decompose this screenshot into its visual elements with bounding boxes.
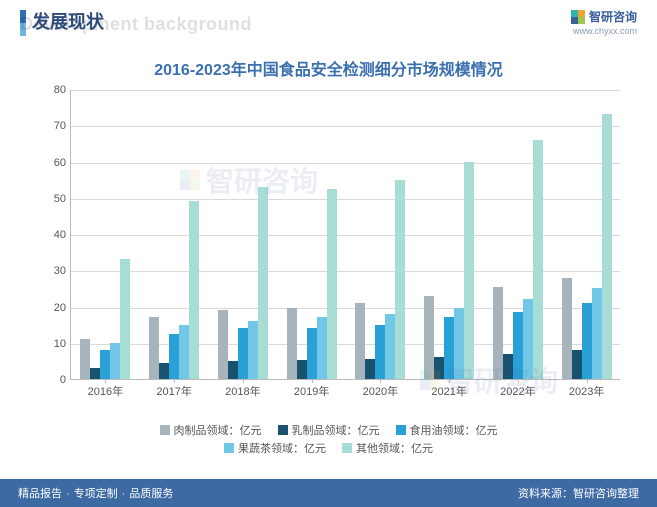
y-tick-label: 10 (40, 338, 66, 350)
brand-logo-icon (571, 10, 585, 24)
chart-title: 2016-2023年中国食品安全检测细分市场规模情况 (0, 56, 657, 80)
chart-bar (365, 359, 375, 379)
legend-item: 其他领域：亿元 (342, 440, 433, 456)
footer-tag: 专项定制 (74, 488, 118, 500)
x-tick-label: 2019年 (294, 383, 329, 399)
chart-bar (533, 140, 543, 379)
chart-bar (287, 308, 297, 379)
footer-right: 资料来源：智研咨询整理 (518, 485, 639, 501)
chart-bar (375, 325, 385, 379)
chart-bar (317, 317, 327, 379)
chart-bar (248, 321, 258, 379)
y-tick-label: 60 (40, 157, 66, 169)
chart-bar (297, 360, 307, 379)
chart-plot: 2016年2017年2018年2019年2020年2021年2022年2023年 (70, 90, 620, 380)
chart-bar (493, 287, 503, 379)
chart-bar (444, 317, 454, 379)
chart-legend: 肉制品领域：亿元 乳制品领域：亿元 食用油领域：亿元果蔬茶领域：亿元 其他领域：亿元 (0, 420, 657, 456)
chart-bar (513, 312, 523, 379)
chart-bar (503, 354, 513, 379)
chart-bar (385, 314, 395, 379)
footer-tag: 品质服务 (129, 488, 173, 500)
chart-bar (149, 317, 159, 379)
legend-label: 乳制品领域：亿元 (292, 425, 380, 437)
legend-swatch-icon (342, 443, 352, 453)
brand-url: www.chyxx.com (571, 26, 637, 36)
footer-left: 精品报告·专项定制·品质服务 (18, 485, 173, 501)
chart-bar (169, 334, 179, 379)
chart-bar (80, 339, 90, 379)
chart-bar (424, 296, 434, 379)
chart-bar (464, 162, 474, 380)
legend-item: 乳制品领域：亿元 (278, 422, 380, 438)
y-tick-label: 30 (40, 265, 66, 277)
chart-bar (258, 187, 268, 379)
chart-bar (110, 343, 120, 379)
chart-bar (189, 201, 199, 379)
x-tick-label: 2023年 (569, 383, 604, 399)
brand-block: 智研咨询 www.chyxx.com (571, 8, 637, 36)
chart-bar (434, 357, 444, 379)
chart-bar (395, 180, 405, 379)
y-tick-label: 70 (40, 120, 66, 132)
chart-bar (90, 368, 100, 379)
legend-label: 肉制品领域：亿元 (174, 425, 262, 437)
legend-swatch-icon (224, 443, 234, 453)
chart-bar (179, 325, 189, 379)
chart-bar (238, 328, 248, 379)
chart-bar (307, 328, 317, 379)
legend-swatch-icon (278, 425, 288, 435)
y-tick-label: 40 (40, 229, 66, 241)
legend-label: 果蔬茶领域：亿元 (238, 443, 326, 455)
page-title: 发展现状 (32, 8, 104, 34)
footer-tag: 精品报告 (18, 488, 62, 500)
y-tick-label: 80 (40, 84, 66, 96)
x-tick-label: 2021年 (431, 383, 466, 399)
legend-label: 食用油领域：亿元 (410, 425, 498, 437)
x-tick-label: 2017年 (156, 383, 191, 399)
chart-bar (100, 350, 110, 379)
chart-bar (120, 259, 130, 379)
legend-item: 肉制品领域：亿元 (160, 422, 262, 438)
x-tick-label: 2018年 (225, 383, 260, 399)
y-tick-label: 20 (40, 302, 66, 314)
chart-bar (454, 308, 464, 379)
legend-item: 果蔬茶领域：亿元 (224, 440, 326, 456)
header: Development background 发展现状 智研咨询 www.chy… (0, 0, 657, 50)
footer-bar: 精品报告·专项定制·品质服务 资料来源：智研咨询整理 (0, 479, 657, 507)
chart-bar (159, 363, 169, 379)
chart-bar (562, 278, 572, 380)
chart-bar (218, 310, 228, 379)
legend-swatch-icon (160, 425, 170, 435)
chart-area: 2016年2017年2018年2019年2020年2021年2022年2023年… (40, 90, 620, 410)
chart-bar (523, 299, 533, 379)
legend-swatch-icon (396, 425, 406, 435)
y-tick-label: 0 (40, 374, 66, 386)
x-tick-label: 2022年 (500, 383, 535, 399)
brand-name: 智研咨询 (589, 8, 637, 25)
chart-bar (602, 114, 612, 379)
chart-bar (327, 189, 337, 379)
y-tick-label: 50 (40, 193, 66, 205)
x-tick-label: 2016年 (88, 383, 123, 399)
chart-bar (572, 350, 582, 379)
chart-bar (355, 303, 365, 379)
legend-item: 食用油领域：亿元 (396, 422, 498, 438)
x-tick-label: 2020年 (363, 383, 398, 399)
chart-bar (582, 303, 592, 379)
chart-bar (228, 361, 238, 379)
chart-bar (592, 288, 602, 379)
legend-label: 其他领域：亿元 (356, 443, 433, 455)
